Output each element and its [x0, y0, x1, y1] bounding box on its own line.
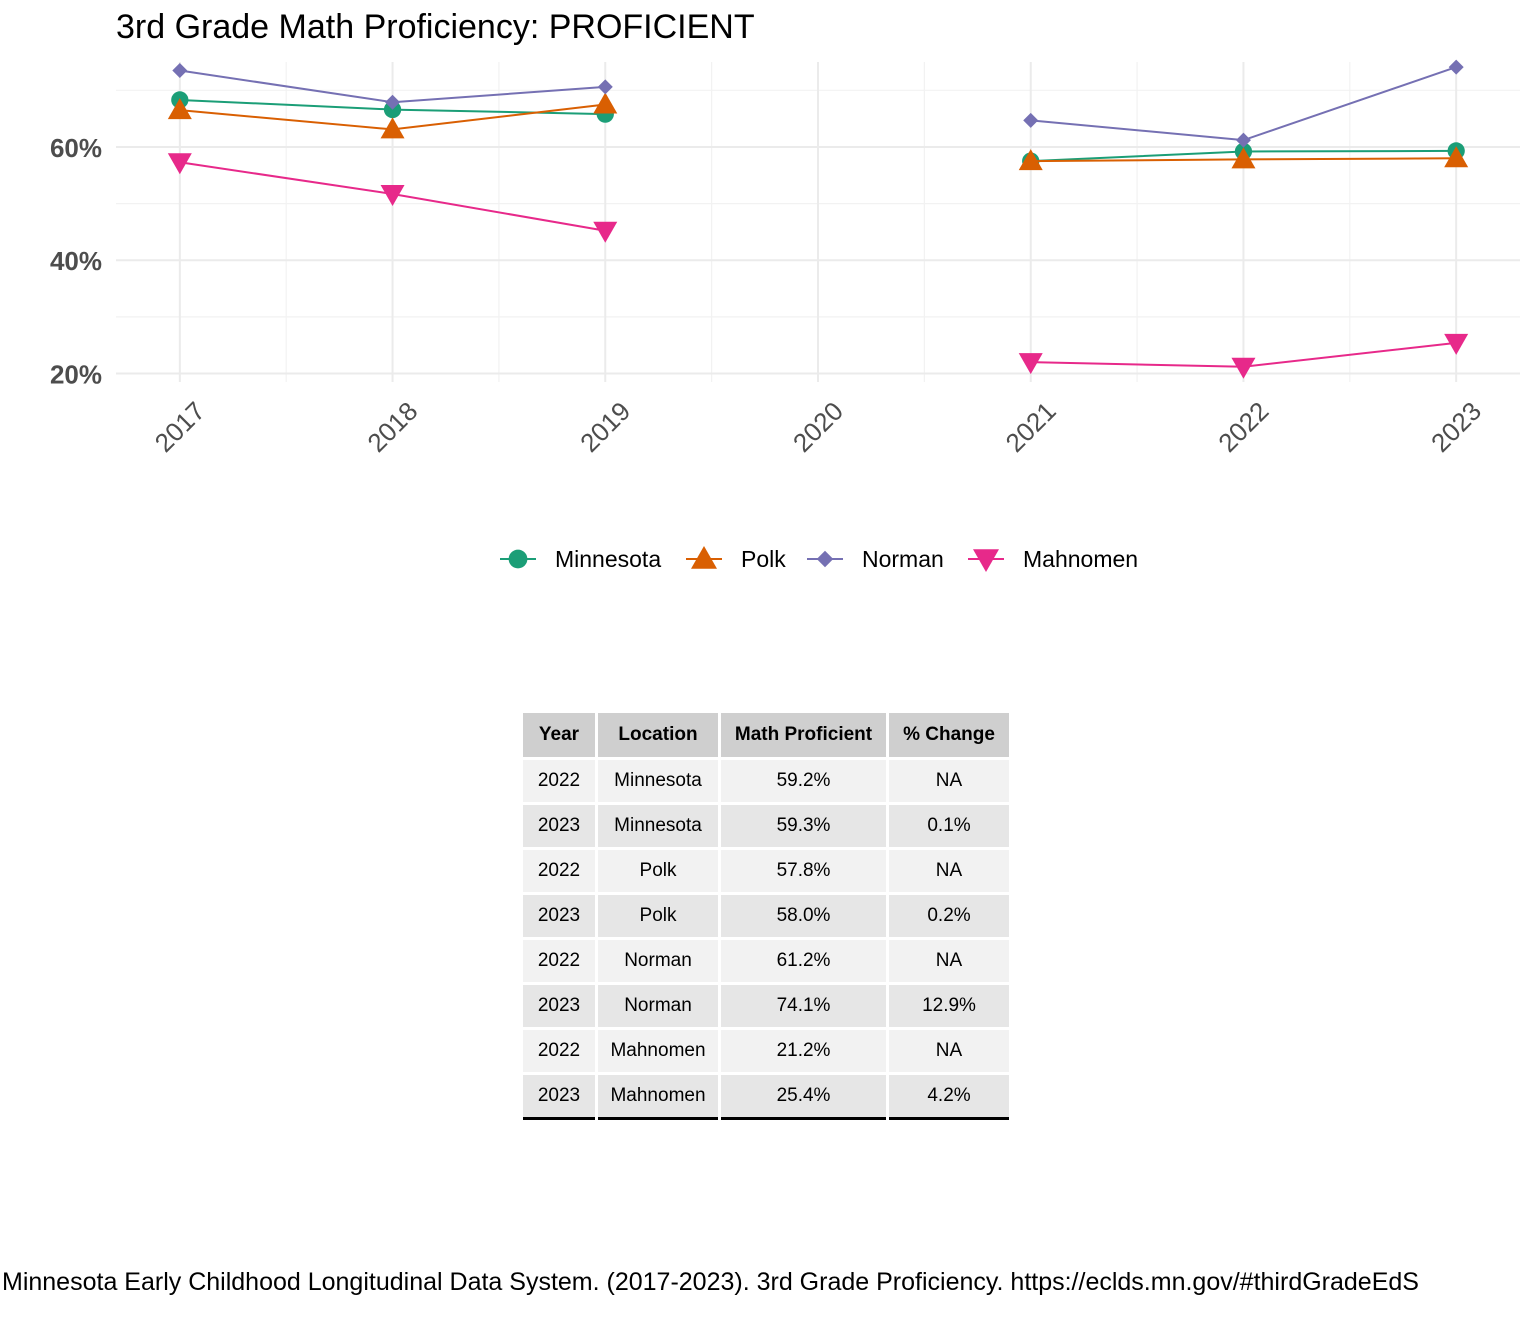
legend-item-minnesota: Minnesota: [500, 546, 661, 572]
cell-year: 2023: [523, 1075, 595, 1120]
cell-math-proficient: 57.8%: [721, 850, 886, 895]
data-point: [1444, 333, 1469, 355]
data-point: [172, 62, 188, 78]
series-norman: [172, 59, 1464, 148]
header-percent-change: % Change: [889, 713, 1009, 760]
cell-year: 2023: [523, 805, 595, 850]
cell-math-proficient: 74.1%: [721, 985, 886, 1030]
data-point: [1023, 112, 1039, 128]
grid-lines: [116, 62, 1520, 382]
x-tick-label: 2023: [1425, 396, 1487, 458]
cell-location: Polk: [598, 850, 718, 895]
axis-labels: 20% 40% 60% 2017 2018 2019 2020 2021 2022 2023: [50, 133, 1487, 458]
cell-math-proficient: 21.2%: [721, 1030, 886, 1075]
table-row: 2023 Norman 74.1% 12.9%: [523, 985, 1009, 1030]
data-point: [1231, 357, 1256, 379]
cell-math-proficient: 25.4%: [721, 1075, 886, 1120]
y-tick-label: 20%: [50, 360, 102, 390]
legend-label: Polk: [741, 546, 786, 572]
legend-label: Minnesota: [555, 546, 661, 572]
cell-math-proficient: 61.2%: [721, 940, 886, 985]
data-point: [380, 117, 405, 139]
x-tick-label: 2019: [574, 396, 636, 458]
cell-location: Norman: [598, 940, 718, 985]
table-row: 2022 Polk 57.8% NA: [523, 850, 1009, 895]
y-tick-label: 60%: [50, 133, 102, 163]
cell-math-proficient: 59.2%: [721, 760, 886, 805]
cell-year: 2023: [523, 985, 595, 1030]
data-point: [380, 184, 405, 206]
cell-percent-change: NA: [889, 850, 1009, 895]
data-point: [1448, 59, 1464, 75]
series-mahnomen: [167, 153, 1469, 379]
cell-percent-change: NA: [889, 1030, 1009, 1075]
table-row: 2022 Minnesota 59.2% NA: [523, 760, 1009, 805]
legend-label: Norman: [862, 546, 944, 572]
cell-math-proficient: 58.0%: [721, 895, 886, 940]
data-point: [1231, 147, 1256, 169]
table-row: 2022 Mahnomen 21.2% NA: [523, 1030, 1009, 1075]
cell-percent-change: 12.9%: [889, 985, 1009, 1030]
cell-percent-change: 0.1%: [889, 805, 1009, 850]
data-point: [167, 153, 192, 175]
x-tick-label: 2021: [1000, 396, 1062, 458]
cell-year: 2023: [523, 895, 595, 940]
cell-location: Mahnomen: [598, 1030, 718, 1075]
x-tick-label: 2018: [361, 396, 423, 458]
data-point: [593, 221, 618, 243]
table-body: 2022 Minnesota 59.2% NA 2023 Minnesota 59.3% 0.…: [523, 760, 1009, 1120]
cell-year: 2022: [523, 940, 595, 985]
legend: Minnesota Polk Norman Mahnomen: [500, 546, 1138, 572]
cell-math-proficient: 59.3%: [721, 805, 886, 850]
cell-location: Polk: [598, 895, 718, 940]
cell-location: Minnesota: [598, 760, 718, 805]
data-point: [1235, 132, 1251, 148]
source-caption: Minnesota Early Childhood Longitudinal D…: [2, 1268, 1419, 1296]
series-polk: [167, 92, 1469, 171]
table-row: 2023 Polk 58.0% 0.2%: [523, 895, 1009, 940]
cell-year: 2022: [523, 760, 595, 805]
series-layer: [167, 59, 1469, 379]
table-header-row: Year Location Math Proficient % Change: [523, 713, 1009, 760]
cell-percent-change: 0.2%: [889, 895, 1009, 940]
legend-label: Mahnomen: [1023, 546, 1138, 572]
header-math-proficient: Math Proficient: [721, 713, 886, 760]
legend-marker: [816, 550, 834, 568]
data-point: [1018, 149, 1043, 171]
cell-year: 2022: [523, 850, 595, 895]
cell-percent-change: 4.2%: [889, 1075, 1009, 1120]
cell-year: 2022: [523, 1030, 595, 1075]
y-tick-label: 40%: [50, 246, 102, 276]
legend-marker: [508, 549, 528, 569]
data-point: [167, 98, 192, 120]
legend-marker: [691, 546, 717, 569]
header-year: Year: [523, 713, 595, 760]
data-point: [1018, 353, 1043, 375]
cell-location: Mahnomen: [598, 1075, 718, 1120]
legend-item-norman: Norman: [807, 546, 944, 572]
legend-item-polk: Polk: [686, 546, 786, 572]
chart-title: 3rd Grade Math Proficiency: PROFICIENT: [116, 8, 755, 46]
cell-location: Minnesota: [598, 805, 718, 850]
cell-percent-change: NA: [889, 940, 1009, 985]
cell-percent-change: NA: [889, 760, 1009, 805]
data-point: [1444, 146, 1469, 168]
x-tick-label: 2017: [149, 396, 211, 458]
summary-table-container: Year Location Math Proficient % Change 2…: [523, 713, 1012, 1120]
legend-item-mahnomen: Mahnomen: [968, 546, 1138, 572]
line-chart: 20% 40% 60% 2017 2018 2019 2020 2021 2022 2023 Mi…: [50, 59, 1520, 572]
legend-marker: [973, 549, 999, 572]
data-point: [593, 92, 618, 114]
x-tick-label: 2022: [1212, 396, 1274, 458]
data-point: [597, 79, 613, 95]
table-row: 2022 Norman 61.2% NA: [523, 940, 1009, 985]
data-point: [385, 94, 401, 110]
summary-table: Year Location Math Proficient % Change 2…: [520, 713, 1012, 1120]
header-location: Location: [598, 713, 718, 760]
x-tick-label: 2020: [787, 396, 849, 458]
table-row: 2023 Minnesota 59.3% 0.1%: [523, 805, 1009, 850]
table-row: 2023 Mahnomen 25.4% 4.2%: [523, 1075, 1009, 1120]
cell-location: Norman: [598, 985, 718, 1030]
